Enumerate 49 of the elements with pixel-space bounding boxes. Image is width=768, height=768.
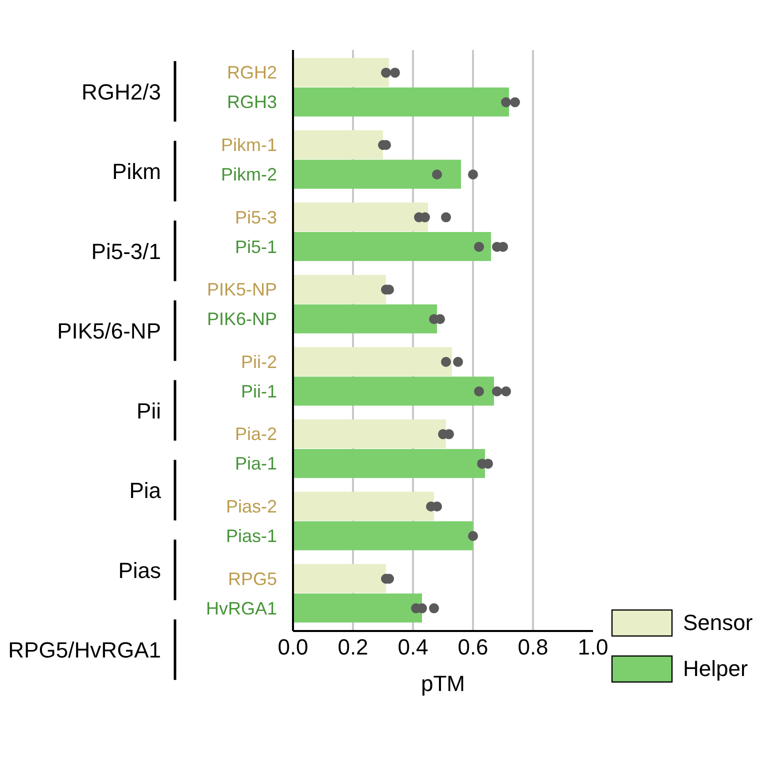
x-axis-title: pTM	[421, 671, 465, 696]
bar	[293, 87, 509, 116]
legend-label: Helper	[683, 656, 748, 682]
y-tick-label: PIK6-NP	[206, 309, 277, 330]
y-tick-label: Pi5-3	[234, 207, 277, 228]
bar	[293, 202, 428, 232]
y-tick-label: HvRGA1	[206, 598, 277, 618]
y-tick-label: RGH2	[226, 62, 277, 83]
y-tick-label: Pias-2	[226, 496, 277, 516]
x-tick-label: 0.8	[518, 634, 548, 660]
y-tick-label: RGH3	[226, 92, 277, 112]
bar	[293, 521, 473, 550]
bar	[293, 594, 422, 623]
bar	[293, 419, 446, 448]
text: Pi5-3/1	[91, 238, 161, 264]
x-tick-label: 1.0	[578, 634, 608, 660]
text: Pii	[136, 398, 161, 424]
bar	[293, 492, 434, 521]
text: RGH2/3	[82, 79, 161, 104]
legend-label: Sensor	[683, 610, 753, 636]
y-tick-label: Pikm-2	[220, 164, 277, 185]
bar	[293, 564, 386, 594]
y-tick-label: Pias-1	[226, 526, 277, 546]
text: Pia	[129, 478, 162, 504]
bar	[293, 130, 383, 160]
y-tick-label: Pi5-1	[234, 236, 277, 257]
text: RPG5/HvRGA1	[8, 638, 161, 663]
x-tick-label: 0.4	[398, 634, 428, 660]
bar	[293, 160, 461, 189]
x-tick-label: 0.2	[338, 634, 368, 660]
y-tick-label: Pii-1	[240, 381, 277, 402]
bar	[293, 347, 452, 376]
bar	[293, 232, 491, 262]
x-tick-label: 0.6	[458, 634, 488, 660]
x-tick-label: 0.0	[278, 634, 308, 660]
y-tick-label: RPG5	[228, 568, 277, 589]
text: Pias	[118, 558, 161, 583]
bar	[293, 448, 485, 478]
text: PIK5/6-NP	[57, 318, 161, 344]
bar	[293, 58, 389, 87]
bar	[293, 376, 494, 406]
y-tick-label: Pia-2	[234, 424, 277, 444]
text: Pikm	[112, 159, 161, 184]
y-tick-label: Pikm-1	[220, 135, 277, 156]
bar	[293, 304, 437, 334]
y-tick-label: Pia-1	[234, 454, 277, 474]
y-tick-label: Pii-2	[240, 352, 277, 372]
y-tick-label: PIK5-NP	[206, 280, 277, 300]
bar	[293, 274, 386, 304]
